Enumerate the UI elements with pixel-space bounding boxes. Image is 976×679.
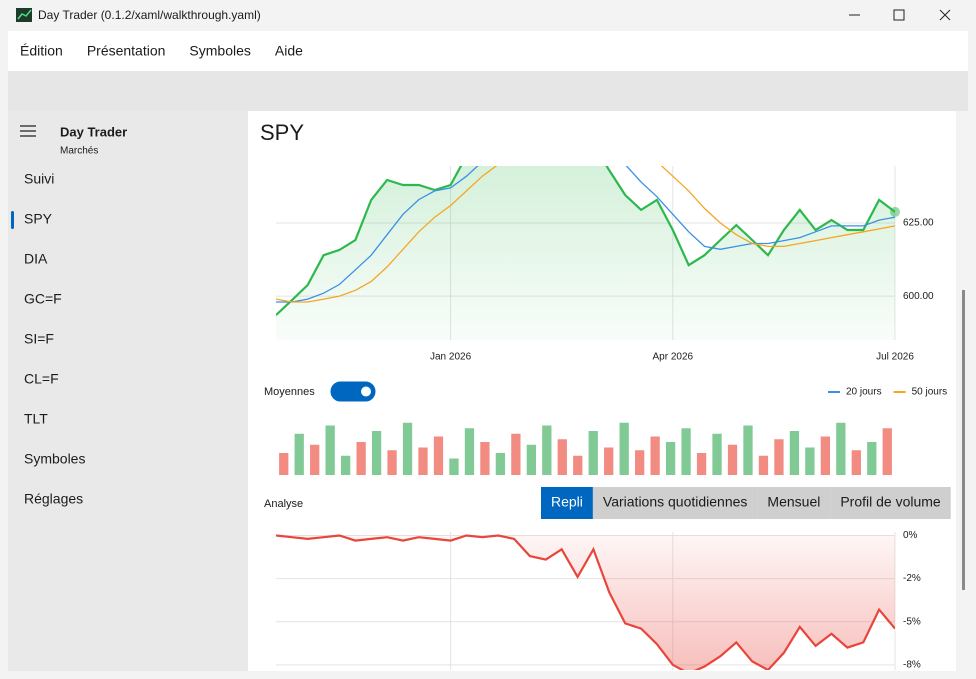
menu-item[interactable]: Présentation [87,43,166,59]
volume-bar [480,442,490,475]
volume-bar [387,450,397,475]
toggle-label: Moyennes [264,386,315,398]
volume-bar [882,428,892,475]
selection-indicator [11,211,14,229]
volume-bar [758,455,769,475]
x-tick-label: Apr 2026 [652,352,693,363]
volume-bar [402,422,413,475]
app-icon-line [17,9,32,20]
nav-item[interactable]: SI=F [24,331,54,347]
nav-item[interactable]: SPY [24,211,53,227]
volume-bar [774,439,784,475]
tab-label[interactable]: Profil de volume [840,494,941,510]
volume-bar [604,447,614,475]
volume-bar [805,447,815,475]
maximize-button[interactable] [893,9,905,21]
volume-bar [371,431,382,475]
tab-label[interactable]: Variations quotidiennes [603,494,748,510]
volume-bar [665,442,676,475]
nav-item[interactable]: Symboles [24,451,85,467]
volume-bar [325,425,335,475]
tab[interactable] [541,487,593,519]
volume-bar [495,453,506,475]
sidebar-subtitle: Marchés [60,146,98,157]
toggle-knob [361,386,371,397]
volume-bar [789,431,800,475]
volume-bar [588,431,598,475]
volume-bar [836,422,846,475]
y-tick-label: -8% [903,659,921,670]
volume-bar [310,444,320,475]
volume-bar [557,439,567,475]
x-tick-label: Jan 2026 [430,352,472,363]
scrollbar[interactable] [962,290,965,590]
toolbar-area [8,71,968,111]
nav-item[interactable]: DIA [24,251,48,267]
tab-label[interactable]: Mensuel [767,494,820,510]
nav-item[interactable]: GC=F [24,291,62,307]
volume-bar [294,433,304,475]
nav-item[interactable]: Réglages [24,491,83,507]
x-tick-label: Jul 2026 [876,352,914,363]
window-title: Day Trader (0.1.2/xaml/walkthrough.yaml) [38,8,261,22]
y-tick-label: -2% [903,573,921,584]
volume-bar [619,422,629,475]
volume-bar [542,425,552,475]
volume-bar [851,450,861,475]
area [276,166,895,340]
toggle-switch[interactable] [330,381,376,402]
volume-bar [464,428,475,475]
volume-bar [743,425,753,475]
volume-bar [681,428,691,475]
volume-bar [418,447,428,475]
menu-bar [8,31,968,71]
tab[interactable] [757,487,831,519]
line [276,166,895,303]
volume-bar [867,442,877,475]
volume-bar [433,436,444,475]
symbol-heading: SPY [260,120,304,145]
volume-bar [449,458,459,475]
volume-bar [356,442,366,475]
volume-bar [526,444,536,475]
line [276,534,895,670]
volume-bar [573,455,583,475]
close-button[interactable] [939,9,951,21]
volume-bar [696,453,707,475]
sidebar [8,111,248,671]
tabs-label: Analyse [264,498,303,510]
menu-item[interactable]: Aide [275,43,303,59]
legend-label: 50 jours [912,387,948,398]
nav-item[interactable]: TLT [24,411,48,427]
volume-bar [511,433,521,475]
tab-label[interactable]: Repli [551,494,583,510]
tab[interactable] [830,487,951,519]
y-tick-label: -5% [903,616,921,627]
volume-bar [712,433,722,475]
line [276,166,895,316]
volume-bar [727,444,738,475]
legend-label: 20 jours [846,387,882,398]
tab[interactable] [592,487,758,519]
volume-bar [820,436,831,475]
menu-item[interactable]: Édition [20,43,63,59]
y-tick-label: 625.00 [903,218,934,229]
area [276,535,895,670]
y-tick-label: 0% [903,530,918,541]
hamburger-button[interactable] [20,125,36,137]
y-tick-label: 600.00 [903,291,934,302]
volume-bar [279,453,289,475]
nav-item[interactable]: CL=F [24,371,59,387]
sidebar-title: Day Trader [60,124,127,139]
menu-item[interactable]: Symboles [189,43,250,59]
line [276,166,895,303]
volume-bar [340,455,351,475]
volume-bar [635,450,645,475]
last-point [890,206,900,217]
nav-item[interactable]: Suivi [24,171,54,187]
volume-bar [650,436,660,475]
